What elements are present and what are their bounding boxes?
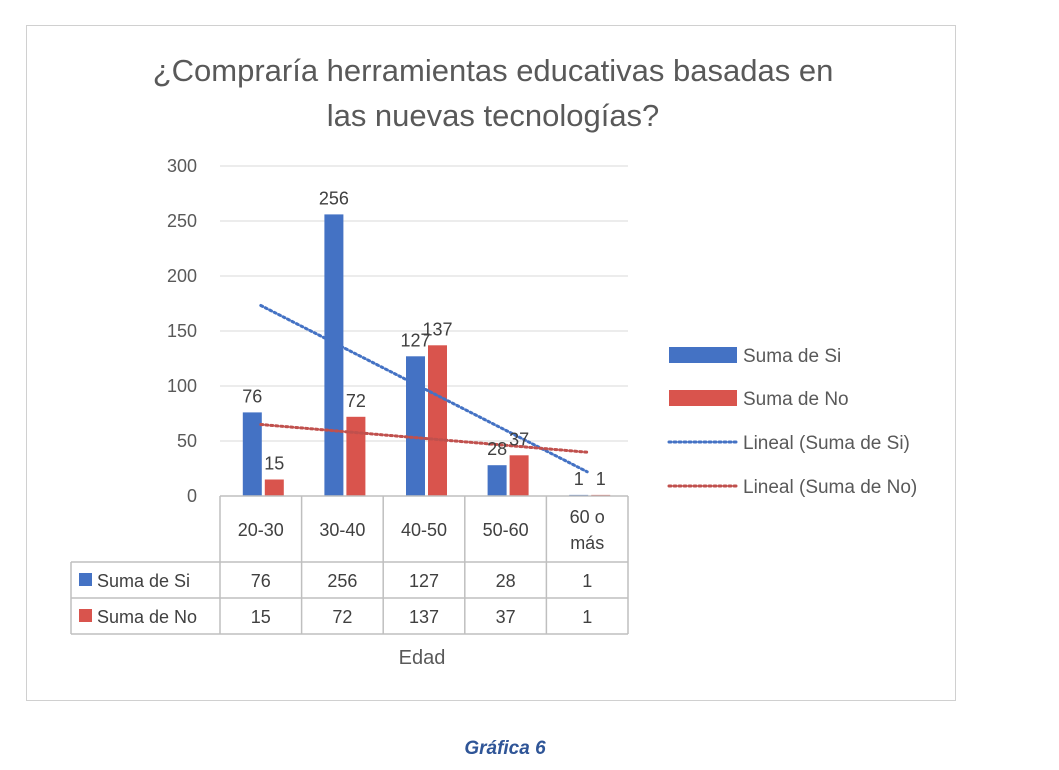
y-tick-label: 200 xyxy=(167,266,197,286)
data-labels: 76 256 127 28 1 15 72 137 37 1 xyxy=(242,188,605,489)
y-tick-label: 250 xyxy=(167,211,197,231)
y-tick-label: 50 xyxy=(177,431,197,451)
y-tick-label: 300 xyxy=(167,156,197,176)
table-cell: 72 xyxy=(332,607,352,627)
x-tick-label: 50-60 xyxy=(483,520,529,540)
chart-frame: ¿Compraría herramientas educativas basad… xyxy=(26,25,956,701)
data-label: 15 xyxy=(264,454,284,474)
legend-key xyxy=(669,390,737,406)
chart-title-line: ¿Compraría herramientas educativas basad… xyxy=(153,53,834,88)
table-cell: 1 xyxy=(582,607,592,627)
legend-label: Lineal (Suma de No) xyxy=(743,477,917,498)
figure-caption: Gráfica 6 xyxy=(464,738,546,759)
y-tick-label: 0 xyxy=(187,486,197,506)
data-label: 137 xyxy=(422,319,452,339)
bar-no xyxy=(428,345,447,496)
table-legend-key xyxy=(79,609,92,622)
chart-title-line: las nuevas tecnologías? xyxy=(327,98,660,133)
x-tick-label: 40-50 xyxy=(401,520,447,540)
table-legend-key xyxy=(79,573,92,586)
chart-svg: ¿Compraría herramientas educativas basad… xyxy=(70,53,917,669)
chart-title: ¿Compraría herramientas educativas basad… xyxy=(153,53,834,133)
bars xyxy=(242,214,611,496)
data-label: 1 xyxy=(574,469,584,489)
table-cell: 127 xyxy=(409,571,439,591)
data-label: 76 xyxy=(242,386,262,406)
data-label: 37 xyxy=(509,429,529,449)
bar-no xyxy=(346,416,366,496)
table-cell: 15 xyxy=(251,607,271,627)
table-cell: 1 xyxy=(582,571,592,591)
x-tick-label: 60 o xyxy=(570,507,605,527)
legend: Suma de Si Suma de No Lineal (Suma de Si) L… xyxy=(667,346,917,498)
x-tick-label: 30-40 xyxy=(319,520,365,540)
bar-no xyxy=(509,455,529,496)
bar-no xyxy=(264,479,284,496)
table-cell: 28 xyxy=(496,571,516,591)
table-cell: 76 xyxy=(251,571,271,591)
data-label: 1 xyxy=(596,469,606,489)
data-table: 20-30 30-40 40-50 50-60 60 o más Suma de Si 76 2… xyxy=(70,495,629,635)
data-label: 127 xyxy=(400,330,430,350)
table-row-header: Suma de No xyxy=(97,607,197,627)
bar-si xyxy=(324,214,344,496)
table-cell: 256 xyxy=(327,571,357,591)
legend-label: Lineal (Suma de Si) xyxy=(743,433,910,454)
bar-si xyxy=(487,465,507,496)
table-cell: 37 xyxy=(496,607,516,627)
table-row-header: Suma de Si xyxy=(97,571,190,591)
y-tick-label: 100 xyxy=(167,376,197,396)
gridlines xyxy=(220,165,628,442)
data-label: 28 xyxy=(487,439,507,459)
legend-label: Suma de No xyxy=(743,389,849,410)
bar-si xyxy=(242,412,262,496)
trendlines xyxy=(259,303,589,474)
bar-si xyxy=(406,356,425,496)
table-cell: 137 xyxy=(409,607,439,627)
legend-key xyxy=(669,347,737,363)
legend-label: Suma de Si xyxy=(743,346,841,367)
x-tick-label: más xyxy=(570,533,604,553)
trendline-no xyxy=(259,423,589,454)
data-label: 72 xyxy=(346,391,366,411)
y-tick-label: 150 xyxy=(167,321,197,341)
trendline-si xyxy=(259,303,589,474)
y-axis-ticks: 0 50 100 150 200 250 300 xyxy=(167,156,197,506)
x-tick-label: 20-30 xyxy=(238,520,284,540)
x-axis-label: Edad xyxy=(399,647,446,669)
data-label: 256 xyxy=(319,188,349,208)
